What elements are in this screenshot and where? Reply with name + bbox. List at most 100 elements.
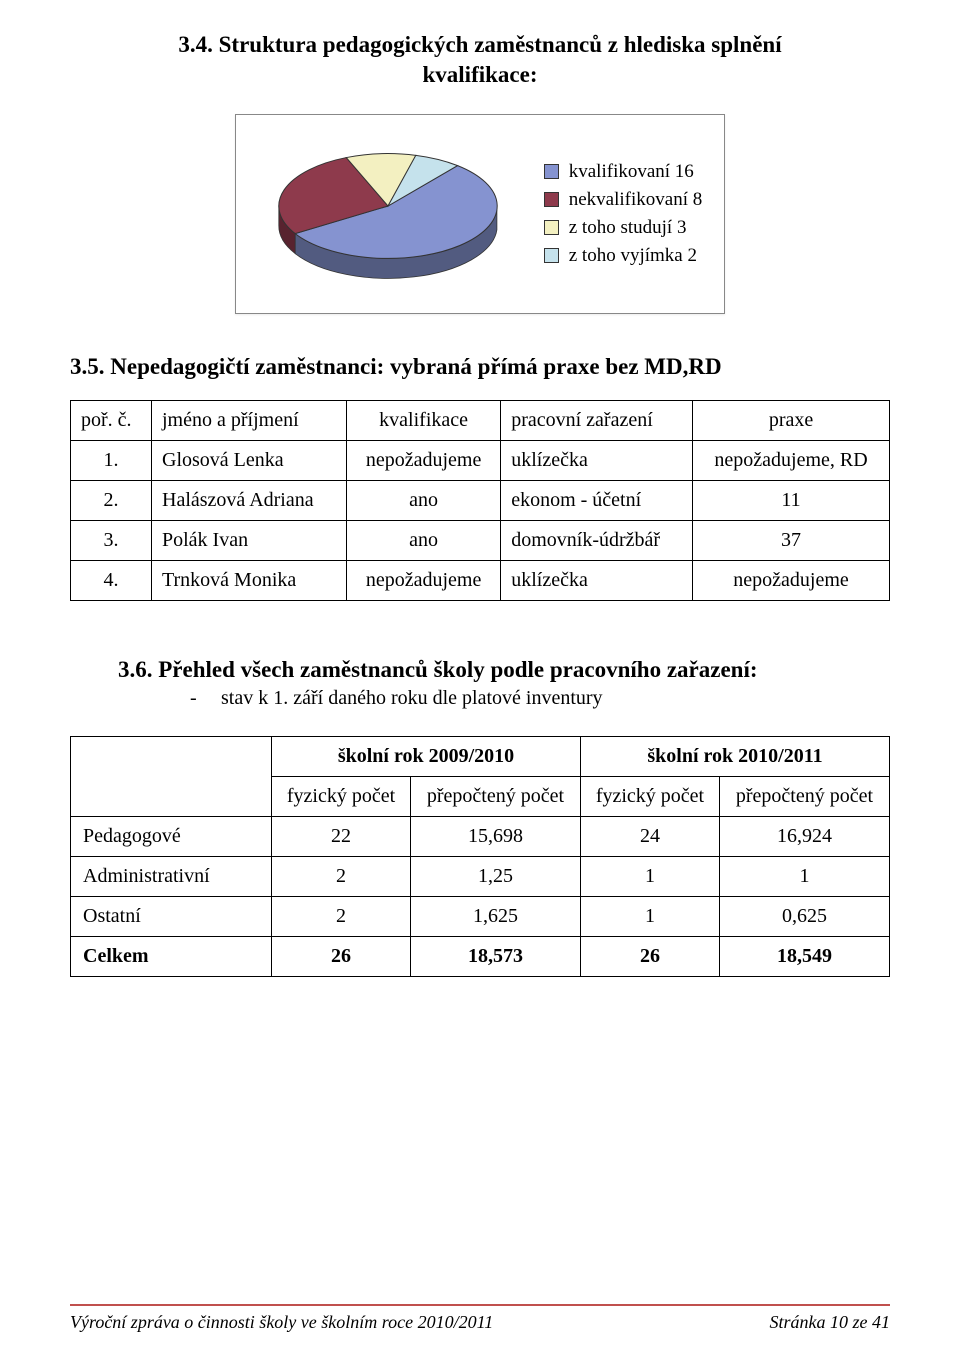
table-cell: 1,625 [410,896,580,936]
table-cell: Trnková Monika [152,560,347,600]
th-jmeno-text: jméno a příjmení [162,409,299,431]
row-label: Administrativní [71,856,272,896]
table-cell: 11 [693,480,890,520]
page: 3.4. Struktura pedagogických zaměstnanců… [0,0,960,1361]
table-row: Celkem2618,5732618,549 [71,936,890,976]
heading-3-4: 3.4. Struktura pedagogických zaměstnanců… [70,30,890,90]
th-sub-1-text: fyzický počet [287,785,395,807]
table-cell: 1. [71,440,152,480]
th-sub-4-text: přepočtený počet [736,785,873,807]
legend-item: z toho studují 3 [544,217,703,239]
th-jmeno: jméno a příjmení [152,400,347,440]
footer-right: Stránka 10 ze 41 [770,1312,891,1333]
table-cell: nepožadujeme [347,440,501,480]
th-sub-2-text: přepočtený počet [427,785,564,807]
footer-rule [70,1304,890,1306]
table-cell: 1,25 [410,856,580,896]
legend-label: z toho studují 3 [569,217,687,239]
chart-container: kvalifikovaní 16 nekvalifikovaní 8 z toho … [70,114,890,314]
legend-label: nekvalifikovaní 8 [569,189,703,211]
table-cell: 0,625 [719,896,889,936]
table-cell: ekonom - účetní [501,480,693,520]
table-row: 2.Halászová Adrianaanoekonom - účetní11 [71,480,890,520]
th-praxe: praxe [693,400,890,440]
heading-3-4-line2: kvalifikace: [423,62,538,87]
table-cell: Glosová Lenka [152,440,347,480]
table-3-5-head: poř. č. jméno a příjmení kvalifikace pra… [71,400,890,440]
table-cell: uklízečka [501,560,693,600]
th-sub-3-text: fyzický počet [596,785,704,807]
table-3-6-body: Pedagogové2215,6982416,924Administrativn… [71,816,890,976]
table-cell: ano [347,480,501,520]
th-praxe-text: praxe [769,409,813,431]
table-cell: domovník-údržbář [501,520,693,560]
th-por-text: poř. č. [81,409,132,431]
th-sub-1: fyzický počet [272,776,411,816]
pie-chart [258,129,518,299]
table-cell: Polák Ivan [152,520,347,560]
table-cell: uklízečka [501,440,693,480]
bullet-dash: - [190,687,216,710]
heading-3-6: 3.6. Přehled všech zaměstnanců školy pod… [118,657,890,683]
table-cell: ano [347,520,501,560]
legend-item: nekvalifikovaní 8 [544,189,703,211]
legend-swatch [544,248,559,263]
th-sub-2: přepočtený počet [410,776,580,816]
th-zar-text: pracovní zařazení [511,409,653,431]
table-cell: 26 [580,936,719,976]
table-cell: nepožadujeme [347,560,501,600]
table-cell: 4. [71,560,152,600]
legend-label: kvalifikovaní 16 [569,161,694,183]
table-cell: 3. [71,520,152,560]
th-zar: pracovní zařazení [501,400,693,440]
th-blank [71,736,272,816]
pie-chart-box: kvalifikovaní 16 nekvalifikovaní 8 z toho … [235,114,726,314]
table-cell: 2. [71,480,152,520]
table-cell: Halászová Adriana [152,480,347,520]
legend-swatch [544,192,559,207]
table-cell: 15,698 [410,816,580,856]
table-row: 3.Polák Ivananodomovník-údržbář37 [71,520,890,560]
th-year-1011-text: školní rok 2010/2011 [647,745,822,767]
table-cell: 37 [693,520,890,560]
table-cell: 26 [272,936,411,976]
row-label: Celkem [71,936,272,976]
table-cell: 18,573 [410,936,580,976]
th-year-1011: školní rok 2010/2011 [580,736,889,776]
footer-left: Výroční zpráva o činnosti školy ve školn… [70,1312,493,1333]
table-row: Pedagogové2215,6982416,924 [71,816,890,856]
th-kval: kvalifikace [347,400,501,440]
page-footer: Výroční zpráva o činnosti školy ve školn… [70,1304,890,1333]
heading-3-4-line1: 3.4. Struktura pedagogických zaměstnanců… [178,32,781,57]
heading-3-6-sub-text: stav k 1. září daného roku dle platové i… [221,687,603,709]
table-cell: nepožadujeme, RD [693,440,890,480]
footer-row: Výroční zpráva o činnosti školy ve školn… [70,1312,890,1333]
legend-item: z toho vyjímka 2 [544,245,703,267]
table-3-6: školní rok 2009/2010 školní rok 2010/201… [70,736,890,977]
table-row: 1.Glosová Lenkanepožadujemeuklízečkanepo… [71,440,890,480]
th-sub-4: přepočtený počet [719,776,889,816]
table-row: 4.Trnková Monikanepožadujemeuklízečkanep… [71,560,890,600]
table-cell: 1 [719,856,889,896]
table-cell: 16,924 [719,816,889,856]
th-kval-text: kvalifikace [379,409,468,431]
th-sub-3: fyzický počet [580,776,719,816]
row-label: Ostatní [71,896,272,936]
table-row: Administrativní21,2511 [71,856,890,896]
th-year-0910-text: školní rok 2009/2010 [338,745,514,767]
row-label: Pedagogové [71,816,272,856]
table-cell: 1 [580,856,719,896]
heading-3-6-sub: - stav k 1. září daného roku dle platové… [190,687,890,710]
table-cell: 18,549 [719,936,889,976]
legend-swatch [544,220,559,235]
table-3-5-body: 1.Glosová Lenkanepožadujemeuklízečkanepo… [71,440,890,600]
chart-legend: kvalifikovaní 16 nekvalifikovaní 8 z toho … [544,155,703,273]
table-cell: nepožadujeme [693,560,890,600]
table-row: Ostatní21,62510,625 [71,896,890,936]
table-cell: 1 [580,896,719,936]
table-cell: 24 [580,816,719,856]
table-3-5: poř. č. jméno a příjmení kvalifikace pra… [70,400,890,601]
th-por: poř. č. [71,400,152,440]
legend-item: kvalifikovaní 16 [544,161,703,183]
th-year-0910: školní rok 2009/2010 [272,736,581,776]
